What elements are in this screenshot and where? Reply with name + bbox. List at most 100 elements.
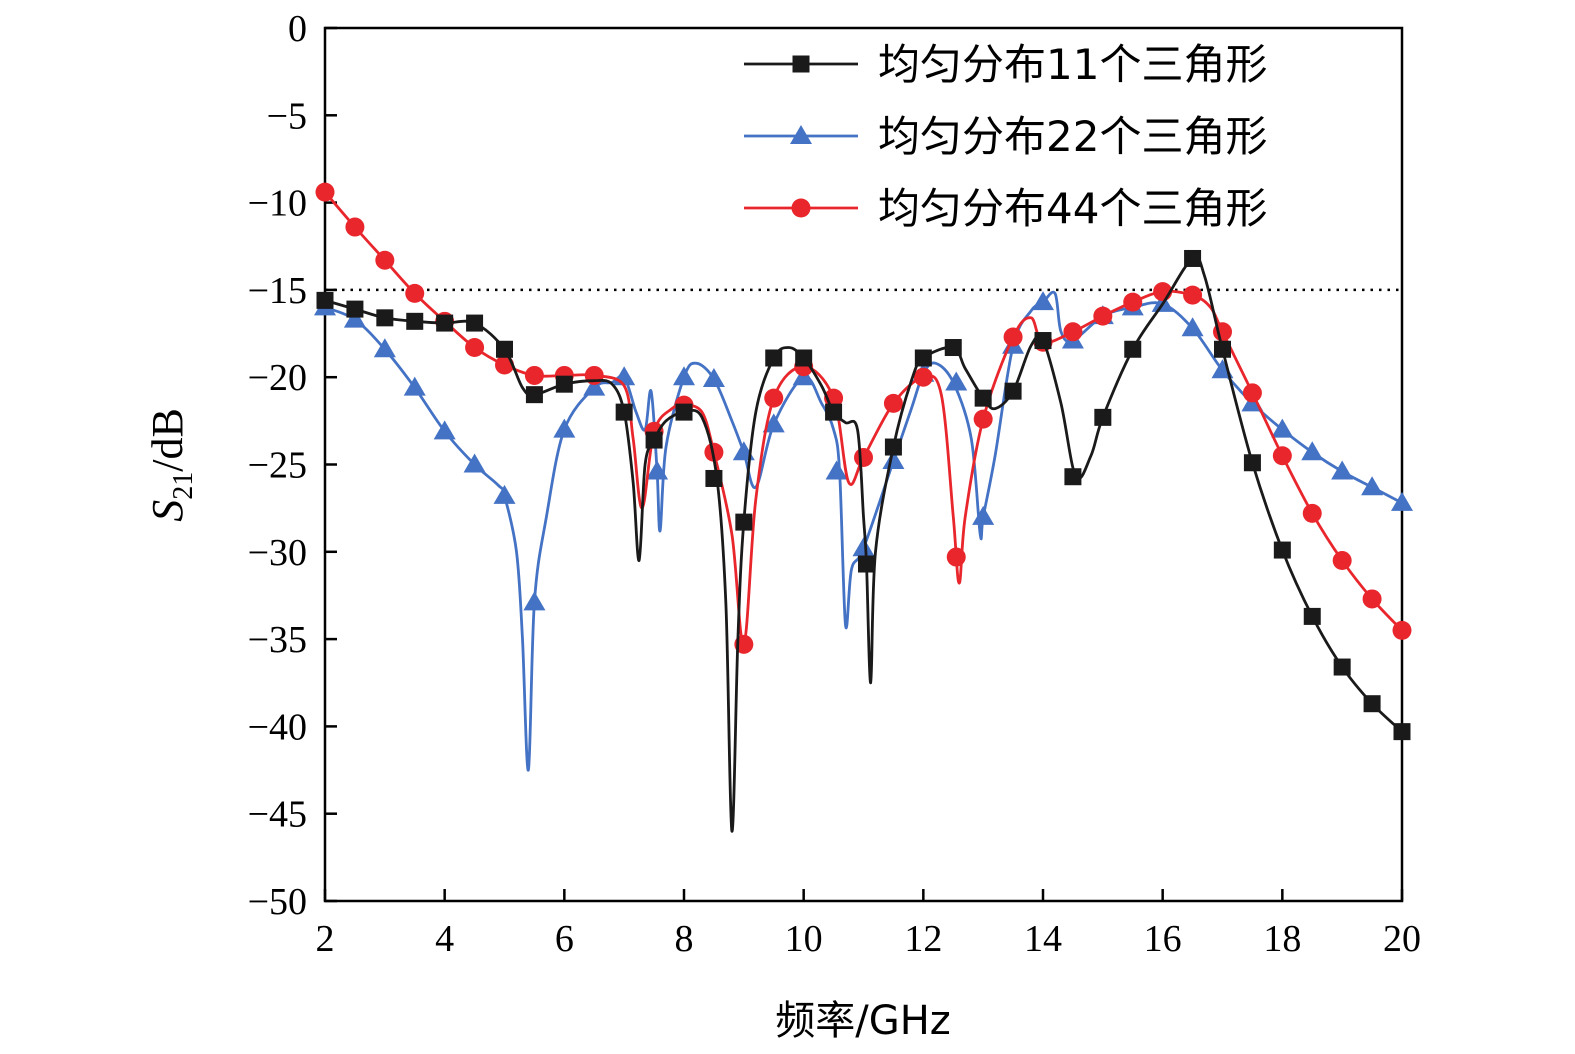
data-point — [852, 537, 875, 557]
data-point — [702, 367, 725, 387]
data-point — [375, 250, 395, 270]
data-point — [524, 365, 544, 385]
data-point — [1272, 446, 1292, 466]
data-point — [1094, 408, 1112, 426]
data-point — [1302, 503, 1322, 523]
legend-marker — [792, 55, 810, 73]
data-point — [343, 308, 366, 328]
data-point — [1333, 658, 1351, 676]
data-point — [883, 393, 903, 413]
y-tick-label: −50 — [248, 881, 307, 923]
data-point — [1093, 306, 1113, 326]
data-point — [466, 314, 484, 332]
data-point — [1242, 383, 1262, 403]
data-point — [735, 513, 753, 531]
data-point — [1124, 340, 1142, 358]
x-tick-label: 10 — [785, 918, 823, 960]
data-point — [765, 349, 783, 367]
data-point — [1331, 460, 1354, 480]
y-tick-label: −20 — [248, 357, 307, 399]
data-point — [316, 291, 334, 309]
data-point — [1034, 332, 1052, 350]
series-square — [316, 249, 1411, 833]
data-point — [1271, 418, 1294, 438]
y-tick-label: −10 — [248, 183, 307, 225]
data-point — [1363, 695, 1381, 713]
x-tick-label: 12 — [904, 918, 942, 960]
data-point — [315, 182, 335, 202]
data-point — [1391, 491, 1413, 511]
data-point — [825, 403, 843, 421]
data-point — [645, 431, 663, 449]
data-point — [1392, 620, 1412, 640]
data-point — [913, 367, 933, 387]
data-point — [555, 375, 573, 393]
y-tick-label: −25 — [248, 445, 307, 487]
data-point — [1064, 468, 1082, 486]
data-point — [1032, 291, 1054, 311]
data-point — [762, 413, 785, 433]
data-point — [1332, 551, 1352, 571]
data-point — [376, 309, 394, 327]
data-point — [465, 338, 485, 358]
data-point — [613, 366, 636, 386]
legend-item: 均匀分布44个三角形 — [744, 184, 1267, 233]
data-point — [1361, 476, 1384, 496]
x-tick-label: 8 — [675, 918, 694, 960]
legend-label: 均匀分布11个三角形 — [878, 40, 1267, 89]
data-point — [972, 505, 995, 525]
data-point — [646, 460, 669, 480]
legend-marker — [790, 125, 812, 144]
y-tick-label: −5 — [267, 95, 307, 137]
y-tick-label: −40 — [248, 706, 307, 748]
x-tick-label: 20 — [1383, 918, 1421, 960]
y-axis-title-unit: /dB — [143, 408, 192, 472]
data-point — [496, 340, 513, 358]
data-point — [525, 386, 543, 404]
y-axis-title-sub: 21 — [168, 472, 199, 500]
data-point — [346, 300, 364, 318]
data-point — [553, 418, 576, 438]
data-point — [1301, 441, 1324, 461]
data-point — [493, 484, 516, 504]
data-point — [436, 314, 454, 332]
legend-label: 均匀分布44个三角形 — [878, 184, 1267, 233]
data-point — [857, 555, 875, 573]
data-point — [1273, 541, 1291, 559]
data-point — [1183, 285, 1203, 305]
data-point — [615, 403, 633, 421]
data-point — [974, 389, 992, 407]
data-point — [403, 376, 426, 396]
data-point — [1181, 317, 1204, 337]
y-axis-title: S21/dB — [143, 408, 199, 522]
data-point — [675, 403, 693, 421]
series-circle — [315, 182, 1412, 654]
y-axis-title-main: S — [143, 500, 192, 522]
data-point — [345, 217, 365, 237]
legend-item: 均匀分布11个三角形 — [744, 40, 1267, 89]
y-tick-label: −35 — [248, 619, 307, 661]
x-tick-label: 6 — [555, 918, 574, 960]
data-point — [946, 547, 966, 567]
data-point — [1004, 382, 1022, 400]
data-point — [463, 453, 486, 473]
data-point — [914, 349, 932, 367]
data-point — [705, 469, 723, 487]
data-point — [1393, 723, 1411, 741]
x-tick-label: 14 — [1024, 918, 1062, 960]
data-point — [405, 283, 425, 303]
data-point — [1123, 292, 1143, 312]
x-tick-label: 16 — [1144, 918, 1182, 960]
legend-item: 均匀分布22个三角形 — [744, 112, 1267, 161]
data-point — [523, 591, 546, 611]
data-point — [1243, 454, 1261, 472]
data-point — [1184, 249, 1202, 267]
data-point — [884, 438, 902, 456]
data-point — [406, 312, 424, 330]
data-point — [973, 409, 993, 429]
y-tick-label: 0 — [288, 8, 307, 50]
data-point — [944, 339, 962, 357]
y-tick-label: −45 — [248, 794, 307, 836]
data-point — [373, 338, 396, 358]
y-tick-label: −30 — [248, 532, 307, 574]
